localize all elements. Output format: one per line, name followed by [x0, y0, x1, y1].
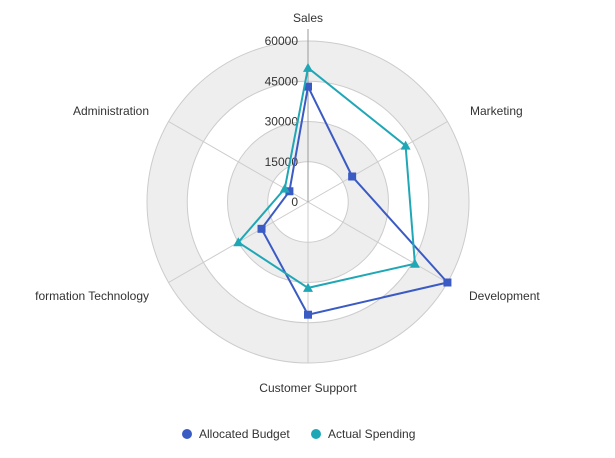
radar-tick-label: 0: [291, 195, 298, 209]
data-point-square: [304, 82, 312, 91]
data-point-square: [257, 224, 266, 233]
data-point-square: [348, 172, 357, 181]
data-point-square: [443, 278, 452, 287]
series-allocated-budget: [257, 82, 452, 319]
radar-indicator-labels: Sales Marketing Development Customer Suppor…: [35, 11, 540, 395]
legend-swatch: [311, 429, 321, 439]
data-point-triangle: [409, 258, 420, 268]
data-point-square: [304, 310, 312, 319]
radar-indicator-label: Marketing: [470, 104, 523, 118]
legend-label: Allocated Budget: [199, 427, 290, 441]
legend-label: Actual Spending: [328, 427, 415, 441]
radar-axis-line: [307, 121, 448, 203]
radar-indicator-label: formation Technology: [35, 289, 149, 303]
data-point-triangle: [279, 183, 290, 193]
data-point-triangle: [400, 140, 411, 150]
data-point-triangle: [303, 282, 313, 292]
radar-tick-label: 45000: [265, 74, 299, 88]
data-point-triangle: [303, 62, 313, 72]
legend-swatch: [182, 429, 192, 439]
radar-indicator-label: Development: [469, 289, 540, 303]
radar-axis-line: [307, 201, 448, 283]
radar-tick-label: 30000: [265, 115, 299, 129]
data-point-square: [285, 187, 294, 196]
radar-indicator-label: Sales: [293, 11, 323, 25]
legend-item[interactable]: Allocated Budget: [182, 427, 290, 441]
legend: Allocated Budget Actual Spending: [182, 427, 415, 441]
radar-tick-label: 60000: [265, 34, 299, 48]
series-actual-spending: [233, 62, 420, 292]
radar-series: [233, 62, 452, 319]
data-point-triangle: [233, 237, 244, 247]
radar-indicator-label: Customer Support: [259, 381, 357, 395]
radar-indicator-label: Administration: [73, 104, 149, 118]
legend-item[interactable]: Actual Spending: [311, 427, 415, 441]
